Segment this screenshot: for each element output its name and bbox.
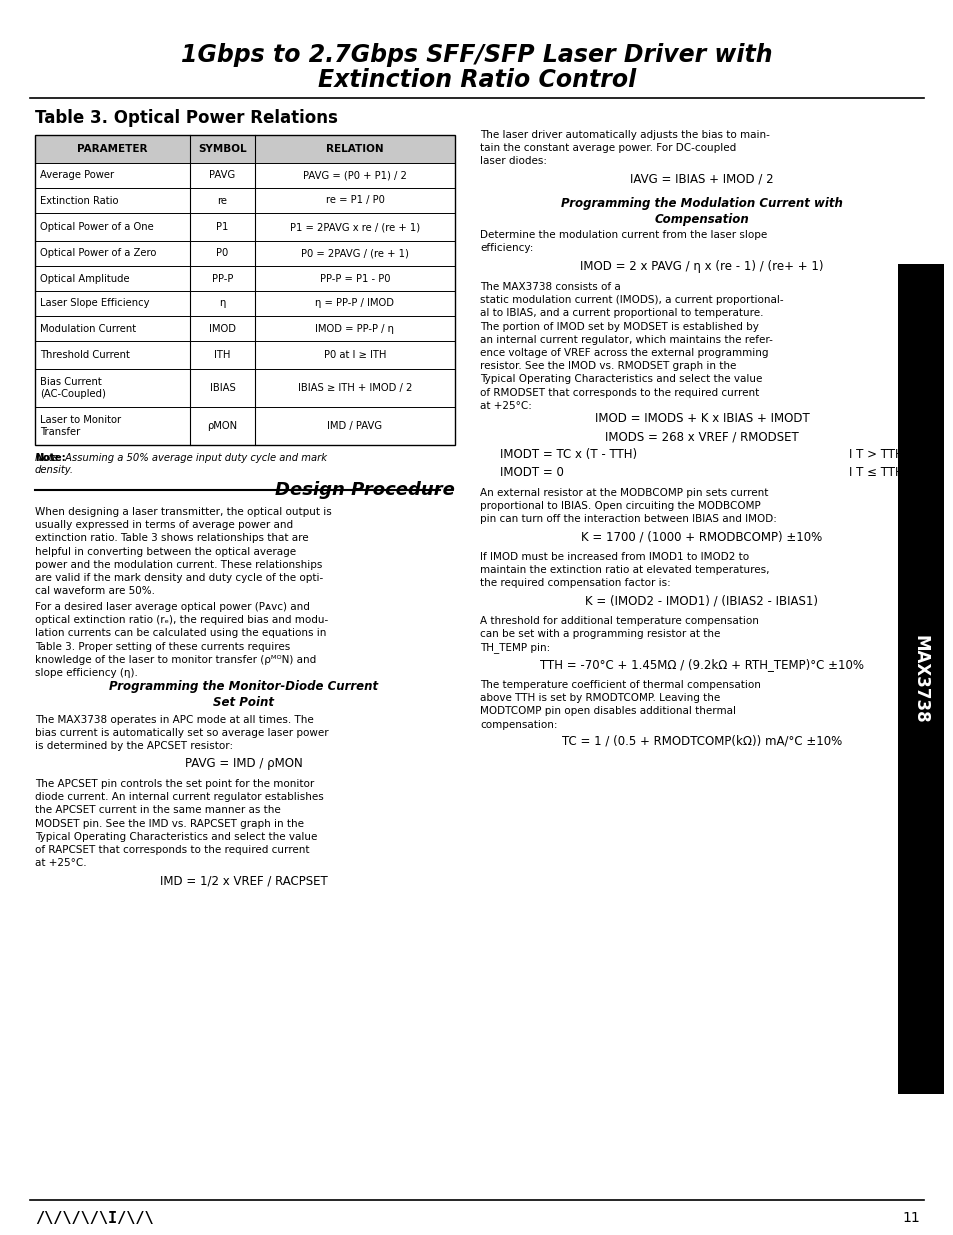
Text: IMODT = 0: IMODT = 0 [499,466,563,479]
Text: When designing a laser transmitter, the optical output is
usually expressed in t: When designing a laser transmitter, the … [35,508,332,597]
Text: MAX3738: MAX3738 [911,635,928,724]
Text: PARAMETER: PARAMETER [77,144,148,154]
Text: TTH = -70°C + 1.45MΩ / (9.2kΩ + RTH_TEMP)°C ±10%: TTH = -70°C + 1.45MΩ / (9.2kΩ + RTH_TEMP… [539,658,863,671]
Text: P1 = 2PAVG x re / (re + 1): P1 = 2PAVG x re / (re + 1) [290,222,419,232]
Text: PAVG = IMD / ρMON: PAVG = IMD / ρMON [185,757,302,769]
Text: The MAX3738 operates in APC mode at all times. The
bias current is automatically: The MAX3738 operates in APC mode at all … [35,715,328,751]
Text: 11: 11 [902,1212,919,1225]
Text: PAVG = (P0 + P1) / 2: PAVG = (P0 + P1) / 2 [303,170,407,180]
Text: Threshold Current: Threshold Current [40,350,130,359]
Text: A threshold for additional temperature compensation
can be set with a programmin: A threshold for additional temperature c… [479,616,758,653]
Text: Note: Assuming a 50% average input duty cycle and mark
density.: Note: Assuming a 50% average input duty … [35,453,327,474]
Text: The APCSET pin controls the set point for the monitor
diode current. An internal: The APCSET pin controls the set point fo… [35,779,323,868]
Text: PAVG: PAVG [209,170,235,180]
Text: The laser driver automatically adjusts the bias to main-
tain the constant avera: The laser driver automatically adjusts t… [479,130,769,167]
Text: Optical Power of a One: Optical Power of a One [40,222,153,232]
Text: K = 1700 / (1000 + RMODBCOMP) ±10%: K = 1700 / (1000 + RMODBCOMP) ±10% [580,530,821,543]
Text: Design Procedure: Design Procedure [274,480,455,499]
Text: PP-P = P1 - P0: PP-P = P1 - P0 [319,273,390,284]
Text: Modulation Current: Modulation Current [40,324,136,333]
Text: Average Power: Average Power [40,170,114,180]
Text: P0: P0 [216,248,229,258]
Text: The temperature coefficient of thermal compensation
above TTH is set by RMODTCOM: The temperature coefficient of thermal c… [479,680,760,730]
Text: Programming the Monitor-Diode Current
Set Point: Programming the Monitor-Diode Current Se… [109,680,377,709]
Text: η = PP-P / IMOD: η = PP-P / IMOD [315,299,395,309]
Text: Table 3. Optical Power Relations: Table 3. Optical Power Relations [35,109,337,127]
Text: Extinction Ratio: Extinction Ratio [40,195,118,205]
Text: IMD / PAVG: IMD / PAVG [327,421,382,431]
Text: Optical Amplitude: Optical Amplitude [40,273,130,284]
Text: P1: P1 [216,222,229,232]
Text: IMOD = 2 x PAVG / η x (re - 1) / (re+ + 1): IMOD = 2 x PAVG / η x (re - 1) / (re+ + … [579,261,822,273]
Text: If IMOD must be increased from IMOD1 to IMOD2 to
maintain the extinction ratio a: If IMOD must be increased from IMOD1 to … [479,552,769,588]
Text: Note:: Note: [35,453,66,463]
Text: IBIAS: IBIAS [210,383,235,393]
Text: re: re [217,195,227,205]
Bar [35,135,455,445]
Text: 1Gbps to 2.7Gbps SFF/SFP Laser Driver with: 1Gbps to 2.7Gbps SFF/SFP Laser Driver wi… [181,43,772,67]
Text: Programming the Modulation Current with
Compensation: Programming the Modulation Current with … [560,198,842,226]
Text: I T ≤ TTH: I T ≤ TTH [848,466,903,479]
Text: I T > TTH: I T > TTH [848,448,903,461]
Text: Bias Current
(AC-Coupled): Bias Current (AC-Coupled) [40,377,106,399]
Text: Laser Slope Efficiency: Laser Slope Efficiency [40,299,150,309]
Text: Laser to Monitor
Transfer: Laser to Monitor Transfer [40,415,121,437]
Text: IMODS = 268 x VREF / RMODSET: IMODS = 268 x VREF / RMODSET [604,430,798,443]
Text: The MAX3738 consists of a
static modulation current (IMODS), a current proportio: The MAX3738 consists of a static modulat… [479,282,782,411]
Text: IMOD: IMOD [209,324,235,333]
Text: IMD = 1/2 x VREF / RACPSET: IMD = 1/2 x VREF / RACPSET [159,874,327,887]
Text: For a desired laser average optical power (Pᴀᴠᴄ) and
optical extinction ratio (r: For a desired laser average optical powe… [35,601,328,678]
Text: K = (IMOD2 - IMOD1) / (IBIAS2 - IBIAS1): K = (IMOD2 - IMOD1) / (IBIAS2 - IBIAS1) [585,594,818,606]
Text: TC = 1 / (0.5 + RMODTCOMP(kΩ)) mA/°C ±10%: TC = 1 / (0.5 + RMODTCOMP(kΩ)) mA/°C ±10… [561,735,841,748]
Text: IBIAS ≥ ITH + IMOD / 2: IBIAS ≥ ITH + IMOD / 2 [297,383,412,393]
Text: ITH: ITH [214,350,231,359]
Text: PP-P: PP-P [212,273,233,284]
Text: IAVG = IBIAS + IMOD / 2: IAVG = IBIAS + IMOD / 2 [630,172,773,185]
Text: P0 = 2PAVG / (re + 1): P0 = 2PAVG / (re + 1) [301,248,409,258]
Text: re = P1 / P0: re = P1 / P0 [325,195,384,205]
Text: IMOD = IMODS + K x IBIAS + IMODT: IMOD = IMODS + K x IBIAS + IMODT [594,412,808,425]
Text: P0 at I ≥ ITH: P0 at I ≥ ITH [323,350,386,359]
Text: Determine the modulation current from the laser slope
efficiency:: Determine the modulation current from th… [479,230,766,253]
Text: SYMBOL: SYMBOL [198,144,247,154]
Text: IMODT = TC x (T - TTH): IMODT = TC x (T - TTH) [499,448,637,461]
Text: Extinction Ratio Control: Extinction Ratio Control [317,68,636,91]
Text: RELATION: RELATION [326,144,383,154]
Text: Optical Power of a Zero: Optical Power of a Zero [40,248,156,258]
Text: ρMON: ρMON [207,421,237,431]
Text: IMOD = PP-P / η: IMOD = PP-P / η [315,324,395,333]
Text: η: η [219,299,226,309]
Bar [35,135,455,163]
Text: /\/\/\/\I/\/\: /\/\/\/\I/\/\ [35,1210,153,1225]
Bar [897,264,943,1094]
Text: An external resistor at the MODBCOMP pin sets current
proportional to IBIAS. Ope: An external resistor at the MODBCOMP pin… [479,488,776,525]
